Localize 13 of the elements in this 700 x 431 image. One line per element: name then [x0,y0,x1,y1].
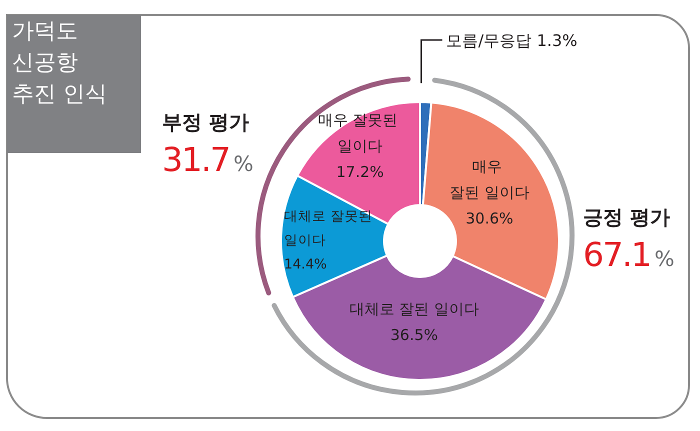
text: 부정 평가 31.7% [162,110,256,179]
text: 긍정 평가 67.1% [583,205,677,274]
text: 가덕도 신공항 추진 인식 [12,19,107,107]
data-label: 36.5% [390,326,438,344]
slice-label: 대체로 잘된 일이다 [349,300,479,318]
data-label: 14.4% [284,256,328,273]
slice-label: 매우 잘못된 일이다 [318,110,402,155]
data-label: 17.2% [336,162,384,181]
data-label: 30.6% [466,210,514,228]
slice-label: 모름/무응답 [446,31,532,50]
slice-label: 대체로 잘못된 일이다 [284,208,377,249]
data-label: 1.3% [532,31,578,50]
slice-label: 매우 잘된 일이다 [450,158,530,202]
